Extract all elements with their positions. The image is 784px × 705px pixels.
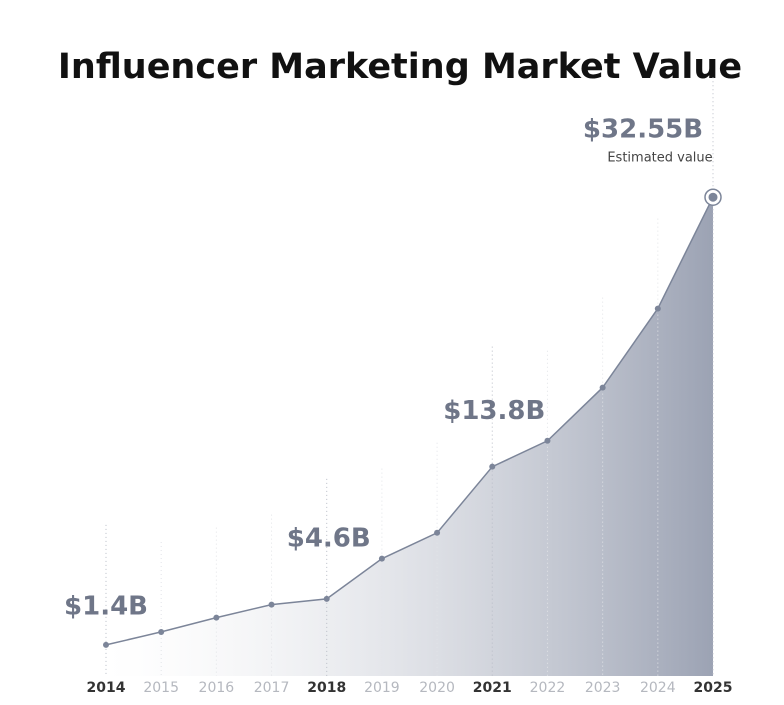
x-tick-label: 2014 (87, 680, 126, 696)
area-fill (106, 197, 713, 676)
point (323, 595, 330, 602)
point (708, 192, 718, 202)
value-label: $32.55B (583, 115, 703, 145)
x-tick-label: 2025 (694, 680, 733, 696)
point (434, 529, 441, 536)
x-tick-label: 2020 (419, 680, 455, 696)
value-label: $13.8B (443, 396, 545, 426)
point (378, 555, 385, 562)
x-tick-label: 2017 (254, 680, 290, 696)
line (105, 196, 714, 646)
x-tick-label: 2021 (473, 680, 512, 696)
x-tick-label: 2022 (530, 680, 566, 696)
x-tick-label: 2018 (307, 680, 346, 696)
x-tick-label: 2019 (364, 680, 400, 696)
point (103, 641, 109, 648)
point (544, 437, 551, 444)
point (654, 305, 661, 312)
point (268, 601, 275, 608)
value-label: $1.4B (64, 591, 148, 621)
x-tick-label: 2024 (640, 680, 676, 696)
annotation: Estimated value (607, 151, 712, 166)
point (489, 463, 496, 470)
point (158, 628, 165, 635)
x-tick-label: 2015 (143, 680, 179, 696)
chart-title: Influencer Marketing Market Value (58, 47, 742, 87)
value-label: $4.6B (287, 523, 371, 553)
plot-area: 2014 $1.4B 2015 2016 2017 2018 $4.6B 2019 2020 20… (64, 77, 732, 696)
point (599, 384, 606, 391)
x-tick-label: 2016 (199, 680, 235, 696)
point (213, 614, 220, 621)
x-tick-label: 2023 (585, 680, 621, 696)
